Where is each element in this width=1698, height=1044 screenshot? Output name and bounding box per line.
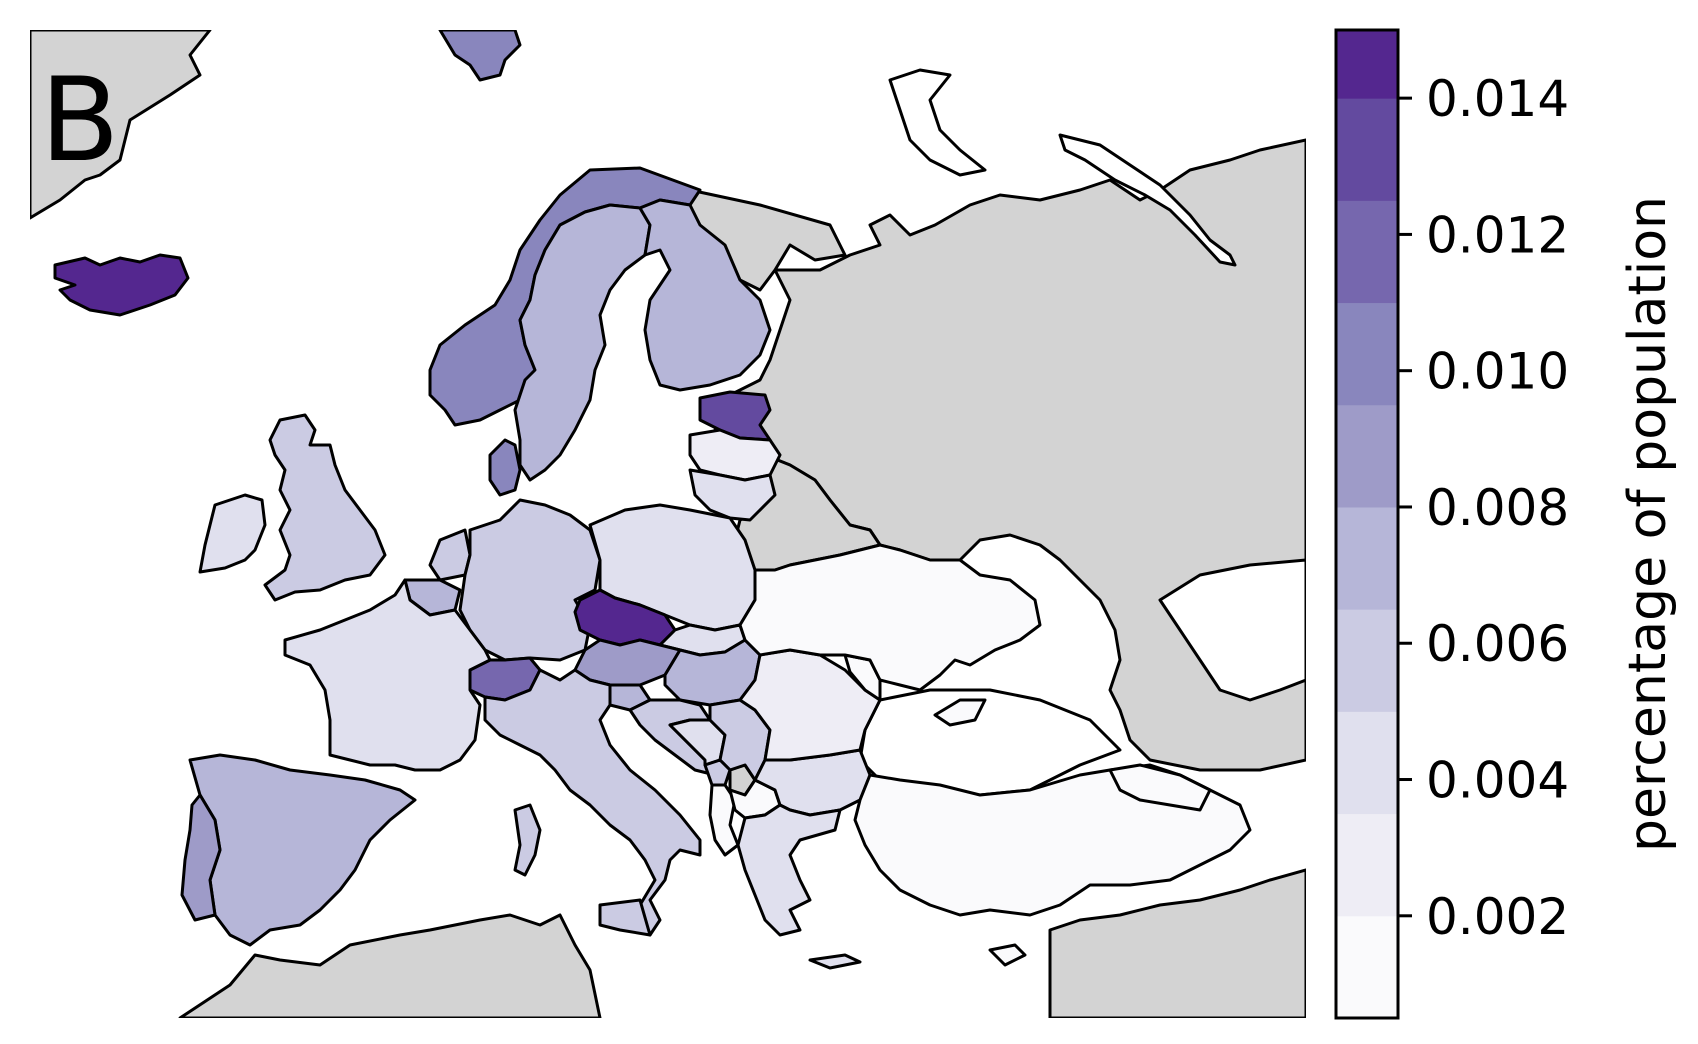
region-ireland bbox=[198, 493, 267, 574]
region-spain bbox=[188, 753, 417, 947]
colorbar-tick-label-0: 0.002 bbox=[1426, 888, 1569, 946]
region-cyprus bbox=[988, 943, 1027, 967]
colorbar-tick-label-1: 0.004 bbox=[1426, 752, 1569, 810]
region-estonia bbox=[698, 390, 772, 442]
colorbar-label: percentage of population bbox=[1618, 196, 1678, 852]
colorbar-bin-7 bbox=[1336, 200, 1398, 304]
colorbar-tick-label-3: 0.008 bbox=[1426, 479, 1569, 537]
region-italy bbox=[483, 668, 702, 937]
region-sicily bbox=[598, 898, 652, 937]
region-iceland bbox=[53, 253, 190, 317]
region-svalbard bbox=[438, 30, 522, 82]
region-montenegro bbox=[703, 758, 732, 787]
colorbar-bin-6 bbox=[1336, 302, 1398, 406]
colorbar-tick-label-6: 0.014 bbox=[1426, 70, 1569, 128]
region-crimea-edge bbox=[933, 698, 987, 727]
colorbar-bin-9 bbox=[1336, 30, 1398, 99]
colorbar-bin-3 bbox=[1336, 609, 1398, 712]
north-africa-region bbox=[178, 913, 602, 1018]
middle-east-region bbox=[1048, 868, 1306, 1018]
region-netherlands bbox=[428, 528, 472, 582]
colorbar-bin-4 bbox=[1336, 506, 1398, 610]
region-greece bbox=[736, 803, 842, 937]
colorbar-bin-8 bbox=[1336, 98, 1398, 201]
caspian-shore bbox=[1158, 558, 1306, 702]
region-finland bbox=[638, 198, 772, 392]
region-ukraine bbox=[738, 543, 1042, 692]
colorbar-tick-label-4: 0.010 bbox=[1426, 343, 1569, 401]
colorbar-ticks: 0.002 0.004 0.006 0.008 0.010 0.012 0.014 bbox=[1398, 70, 1569, 946]
region-sweden bbox=[513, 203, 652, 482]
region-germany bbox=[458, 498, 602, 662]
region-sardinia bbox=[513, 803, 542, 877]
colorbar-frame bbox=[1334, 28, 1400, 1020]
colorbar-tick-label-5: 0.012 bbox=[1426, 206, 1569, 264]
colorbar: 0.002 0.004 0.006 0.008 0.010 0.012 0.014 perc… bbox=[1334, 28, 1678, 1020]
colorbar-bin-0 bbox=[1336, 915, 1398, 1019]
panel-label: B bbox=[40, 53, 120, 188]
colorbar-bin-2 bbox=[1336, 711, 1398, 815]
greenland-region bbox=[30, 30, 212, 220]
colorbar-bin-5 bbox=[1336, 404, 1398, 508]
colorbar-tick-label-2: 0.006 bbox=[1426, 615, 1569, 673]
region-crete bbox=[808, 953, 862, 970]
region-lithuania bbox=[688, 468, 777, 522]
region-united-kingdom bbox=[263, 413, 387, 602]
region-georgia bbox=[1108, 763, 1212, 812]
region-denmark bbox=[488, 438, 522, 497]
kola-island bbox=[888, 68, 987, 177]
novaya-zemlya bbox=[1058, 133, 1237, 267]
colorbar-bin-1 bbox=[1336, 813, 1398, 917]
colorbar-bins bbox=[1336, 30, 1398, 1019]
region-portugal bbox=[180, 793, 222, 922]
region-france bbox=[283, 578, 492, 772]
europe-map bbox=[30, 30, 1306, 1018]
